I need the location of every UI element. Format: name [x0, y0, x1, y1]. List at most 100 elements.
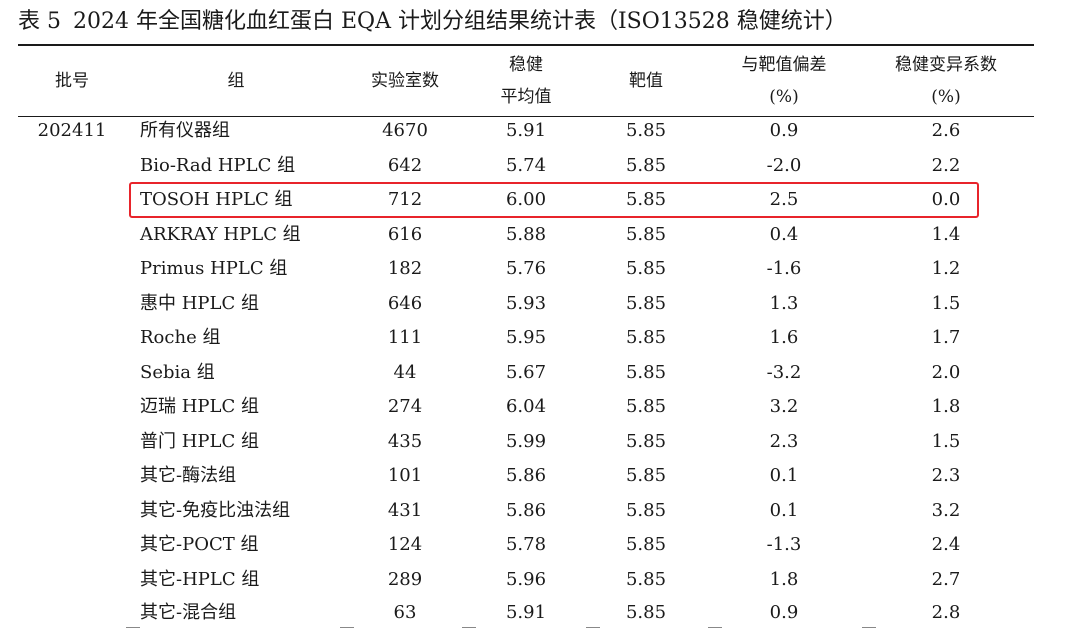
cell-bias: 0.9	[769, 602, 799, 623]
table-row: 其它-免疫比浊法组 431 5.86 5.85 0.1 3.2	[0, 494, 1080, 528]
header-bias-line1: 与靶值偏差	[741, 55, 827, 75]
cell-target: 5.85	[625, 327, 667, 348]
cell-labs: 431	[387, 499, 423, 521]
cell-cv: 3.2	[931, 499, 961, 521]
header-bias-line2: (%)	[769, 87, 799, 107]
header-robust-mean-line1: 稳健	[509, 55, 543, 75]
cell-mean: 6.04	[505, 396, 547, 417]
cell-target: 5.85	[625, 258, 667, 279]
cell-target: 5.85	[625, 120, 667, 141]
cell-cv: 2.3	[931, 465, 961, 486]
cell-mean: 5.67	[505, 361, 547, 383]
header-cv-line1: 稳健变异系数	[895, 55, 997, 75]
cell-cv: 2.8	[931, 602, 961, 623]
cell-mean: 5.76	[505, 258, 547, 279]
cell-cv: 2.2	[931, 154, 961, 176]
table-row: Primus HPLC 组 182 5.76 5.85 -1.6 1.2	[0, 252, 1080, 286]
table-row-highlighted: TOSOH HPLC 组 712 6.00 5.85 2.5 0.0	[0, 183, 1080, 217]
cell-labs: 4670	[382, 120, 428, 141]
cell-labs: 124	[387, 534, 423, 555]
cell-mean: 5.74	[505, 154, 547, 176]
cell-bias: 2.5	[769, 189, 799, 210]
cell-bias: 0.1	[769, 465, 799, 486]
table-row: 其它-HPLC 组 289 5.96 5.85 1.8 2.7	[0, 563, 1080, 597]
cell-bias: 0.4	[769, 223, 799, 245]
cell-mean: 6.00	[505, 189, 547, 210]
cell-group: 所有仪器组	[140, 120, 230, 141]
cell-group: ARKRAY HPLC 组	[140, 223, 301, 245]
cell-labs: 712	[387, 189, 423, 210]
table-row: 惠中 HPLC 组 646 5.93 5.85 1.3 1.5	[0, 287, 1080, 321]
header-cv-line2: (%)	[931, 87, 961, 107]
cell-target: 5.85	[625, 465, 667, 486]
cell-group: 迈瑞 HPLC 组	[140, 396, 259, 417]
table-row: 其它-酶法组 101 5.86 5.85 0.1 2.3	[0, 459, 1080, 493]
cell-cv: 2.6	[931, 120, 961, 141]
cell-labs: 274	[387, 396, 423, 417]
column-tick	[340, 627, 354, 628]
cell-bias: 2.3	[769, 430, 799, 452]
cell-group: 其它-免疫比浊法组	[140, 499, 291, 521]
header-labs: 实验室数	[371, 71, 439, 91]
cell-target: 5.85	[625, 189, 667, 210]
cell-cv: 1.5	[931, 292, 961, 314]
table-row: 其它-POCT 组 124 5.78 5.85 -1.3 2.4	[0, 528, 1080, 562]
cell-labs: 289	[387, 568, 423, 590]
cell-target: 5.85	[625, 154, 667, 176]
cell-target: 5.85	[625, 499, 667, 521]
cell-cv: 0.0	[931, 189, 961, 210]
table-row: 普门 HPLC 组 435 5.99 5.85 2.3 1.5	[0, 425, 1080, 459]
cell-cv: 1.7	[931, 327, 961, 348]
header-target: 靶值	[629, 71, 663, 91]
cell-bias: -1.6	[766, 258, 802, 279]
table-row: 202411 所有仪器组 4670 5.91 5.85 0.9 2.6	[0, 114, 1080, 148]
table-caption: 表 5 2024 年全国糖化血红蛋白 EQA 计划分组结果统计表（ISO13528…	[18, 6, 847, 38]
cell-bias: -2.0	[766, 154, 802, 176]
table-row: 其它-混合组 63 5.91 5.85 0.9 2.8	[0, 596, 1080, 630]
cell-group: 其它-POCT 组	[140, 534, 259, 555]
cell-bias: 0.9	[769, 120, 799, 141]
cell-bias: 1.3	[769, 292, 799, 314]
cell-target: 5.85	[625, 292, 667, 314]
cell-group: Primus HPLC 组	[140, 258, 288, 279]
cell-labs: 435	[387, 430, 423, 452]
column-tick	[462, 627, 476, 628]
cell-cv: 1.4	[931, 223, 961, 245]
cell-cv: 1.5	[931, 430, 961, 452]
cell-bias: 0.1	[769, 499, 799, 521]
cell-labs: 182	[387, 258, 423, 279]
cell-mean: 5.96	[505, 568, 547, 590]
cell-target: 5.85	[625, 534, 667, 555]
cell-labs: 101	[387, 465, 423, 486]
header-batch: 批号	[55, 71, 89, 91]
cell-group: Bio-Rad HPLC 组	[140, 154, 296, 176]
table-row: Sebia 组 44 5.67 5.85 -3.2 2.0	[0, 356, 1080, 390]
cell-group: Roche 组	[140, 327, 221, 348]
cell-mean: 5.78	[505, 534, 547, 555]
column-tick	[126, 627, 140, 628]
cell-bias: -1.3	[766, 534, 802, 555]
cell-target: 5.85	[625, 430, 667, 452]
cell-batch: 202411	[37, 120, 107, 141]
cell-mean: 5.86	[505, 465, 547, 486]
cell-labs: 642	[387, 154, 423, 176]
cell-target: 5.85	[625, 223, 667, 245]
cell-target: 5.85	[625, 602, 667, 623]
table-title: 2024 年全国糖化血红蛋白 EQA 计划分组结果统计表（ISO13528 稳健…	[73, 9, 847, 34]
cell-bias: -3.2	[766, 361, 802, 383]
cell-mean: 5.86	[505, 499, 547, 521]
cell-group: Sebia 组	[140, 361, 215, 383]
header-robust-mean-line2: 平均值	[500, 87, 552, 107]
cell-group: 其它-酶法组	[140, 465, 237, 486]
column-tick	[586, 627, 600, 628]
cell-cv: 1.2	[931, 258, 961, 279]
cell-bias: 3.2	[769, 396, 799, 417]
cell-target: 5.85	[625, 568, 667, 590]
cell-labs: 616	[387, 223, 423, 245]
cell-cv: 1.8	[931, 396, 961, 417]
cell-mean: 5.91	[505, 602, 547, 623]
cell-group: 其它-混合组	[140, 602, 237, 623]
top-rule	[18, 44, 1034, 46]
header-group: 组	[227, 71, 245, 91]
cell-cv: 2.0	[931, 361, 961, 383]
